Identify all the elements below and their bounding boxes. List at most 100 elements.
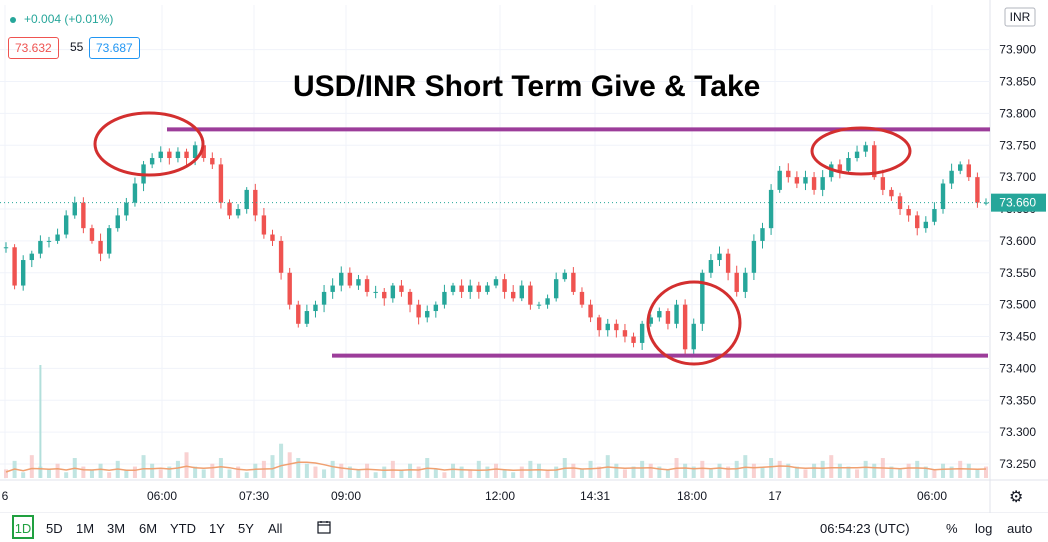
volume-bar <box>683 463 688 478</box>
volume-bar <box>665 469 670 478</box>
volume-bar <box>64 472 69 478</box>
calendar-range-icon[interactable] <box>317 520 331 539</box>
candle-body <box>425 311 430 318</box>
volume-bar <box>502 469 507 478</box>
candle-body <box>364 279 370 292</box>
candle-body <box>485 285 490 292</box>
x-tick-label: 12:00 <box>485 489 515 503</box>
timeframe-6m[interactable]: 6M <box>139 521 158 536</box>
y-tick-label: 73.850 <box>999 75 1036 89</box>
volume-bar <box>494 463 498 478</box>
candle-body <box>270 234 275 241</box>
candle-body <box>502 279 507 292</box>
candle-body <box>820 177 825 190</box>
y-tick-label: 73.400 <box>999 361 1036 375</box>
candle-body <box>932 209 937 222</box>
volume-bar <box>55 463 60 478</box>
volume-bar <box>459 466 464 478</box>
candle-body <box>528 285 533 305</box>
volume-bar <box>81 466 86 478</box>
volume-bar <box>124 469 129 478</box>
volume-bar <box>279 443 284 478</box>
price-chart[interactable]: 73.90073.85073.80073.75073.70073.65073.6… <box>0 0 1048 513</box>
candle-body <box>304 311 310 324</box>
candle-body <box>81 202 86 229</box>
candle-body <box>803 177 808 184</box>
volume-bar <box>468 469 473 478</box>
volume-bar <box>777 460 782 478</box>
volume-bar <box>347 466 352 478</box>
candle-body <box>450 285 456 292</box>
volume-bar <box>966 463 971 478</box>
volume-bar <box>382 466 387 478</box>
volume-bar <box>846 466 851 478</box>
last-price-label: 73.660 <box>999 196 1036 210</box>
volume-bar <box>536 463 541 478</box>
volume-bar <box>107 472 112 478</box>
sell-price-button[interactable]: 73.632 <box>8 37 59 59</box>
volume-bar <box>46 469 51 478</box>
timeframe-5d[interactable]: 5D <box>46 521 63 536</box>
volume-bar <box>451 463 456 478</box>
buy-price-button[interactable]: 73.687 <box>89 37 140 59</box>
candle-body <box>382 291 387 299</box>
volume-bar <box>622 469 627 478</box>
volume-bar <box>253 463 258 478</box>
currency-label-box <box>1004 7 1036 27</box>
volume-bar <box>829 455 834 478</box>
candle-body <box>184 151 189 159</box>
chart-annotations <box>93 111 990 366</box>
candle-body <box>571 272 576 292</box>
candle-body <box>648 317 653 324</box>
candle-body <box>682 304 688 350</box>
volume-bar <box>863 460 868 478</box>
candle-body <box>605 323 610 331</box>
utc-time-readout[interactable]: 06:54:23 (UTC) <box>820 521 910 536</box>
volume-bar <box>571 463 576 478</box>
percent-scale-toggle[interactable]: % <box>946 521 958 536</box>
candle-body <box>906 209 911 216</box>
candle-body <box>124 202 129 216</box>
chart-grid <box>0 0 1048 513</box>
volume-bar <box>769 458 774 478</box>
candle-body <box>949 170 954 184</box>
timeframe-3m[interactable]: 3M <box>107 521 126 536</box>
candle-body <box>244 189 249 210</box>
candle-body <box>958 164 963 171</box>
candle-body <box>347 272 353 286</box>
timeframe-all[interactable]: All <box>268 521 283 536</box>
candle-body <box>287 272 292 305</box>
candle-body <box>407 291 413 305</box>
timeframe-1y[interactable]: 1Y <box>209 521 225 536</box>
volume-bar <box>218 458 223 478</box>
candle-body <box>751 240 757 273</box>
candle-body <box>846 158 851 171</box>
gear-icon[interactable]: ⚙ <box>1009 489 1024 506</box>
timeframe-5y[interactable]: 5Y <box>238 521 254 536</box>
volume-bar <box>648 463 653 478</box>
candle-body <box>210 158 215 165</box>
y-tick-label: 73.800 <box>999 106 1036 120</box>
timeframe-1d[interactable]: 1D <box>12 515 34 539</box>
log-scale-toggle[interactable]: log <box>975 521 993 536</box>
candle-body <box>253 189 258 216</box>
x-tick-label: 6 <box>2 489 9 503</box>
volume-bar <box>296 458 301 478</box>
candle-body <box>227 202 232 216</box>
volume-bar <box>193 466 198 478</box>
volume-bar <box>485 466 490 478</box>
candle-body <box>596 317 602 331</box>
price-change: +0.004 (+0.01%) <box>10 12 113 26</box>
volume-bar <box>175 460 180 478</box>
candle-body <box>743 272 748 292</box>
volume-bar <box>184 452 189 478</box>
candle-body <box>20 260 26 286</box>
timeframe-1m[interactable]: 1M <box>76 521 95 536</box>
volume-bar <box>640 460 645 478</box>
volume-bar <box>820 460 825 478</box>
volume-bar <box>554 466 559 478</box>
y-tick-label: 73.700 <box>999 170 1036 184</box>
auto-scale-toggle[interactable]: auto <box>1007 521 1033 536</box>
volume-bar <box>244 472 249 478</box>
timeframe-ytd[interactable]: YTD <box>170 521 196 536</box>
